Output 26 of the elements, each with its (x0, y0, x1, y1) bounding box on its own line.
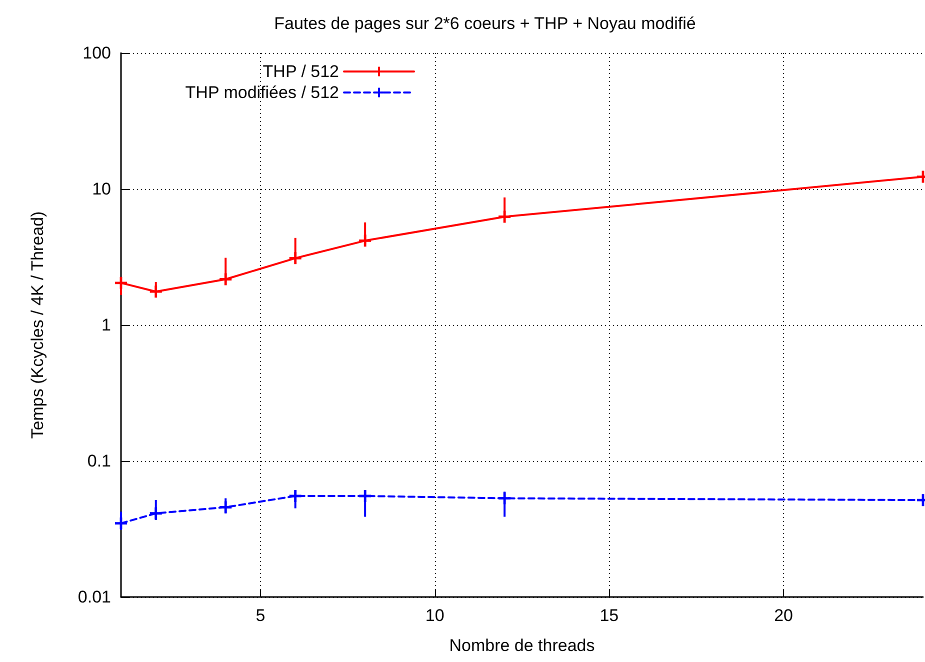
y-tick-label: 100 (82, 44, 111, 62)
point (150, 286, 162, 298)
y-tick-label: 0.01 (78, 588, 111, 606)
x-tick-label: 15 (600, 606, 619, 625)
x-tick-label: 5 (256, 606, 266, 625)
point (115, 517, 127, 530)
legend-label: THP / 512 (262, 62, 340, 81)
point (289, 252, 302, 264)
x-axis-title: Nombre de threads (449, 636, 595, 655)
point (359, 490, 372, 502)
point (220, 273, 232, 286)
chart-title: Fautes de pages sur 2*6 coeurs + THP + Noyau modifié (274, 14, 696, 33)
point (359, 234, 372, 247)
point (498, 492, 511, 504)
point (289, 490, 302, 502)
y-tick-label: 10 (92, 180, 111, 198)
legend-label: THP modifiées / 512 (185, 83, 340, 102)
point (220, 501, 232, 514)
y-tick-label: 0.1 (87, 452, 111, 470)
point (498, 210, 511, 223)
point (150, 507, 162, 520)
point (115, 276, 127, 289)
x-tick-label: 20 (774, 606, 793, 625)
y-tick-label: 1 (102, 316, 111, 334)
x-tick-label: 10 (425, 606, 444, 625)
y-axis-title: Temps (Kcycles / 4K / Thread) (28, 211, 47, 439)
